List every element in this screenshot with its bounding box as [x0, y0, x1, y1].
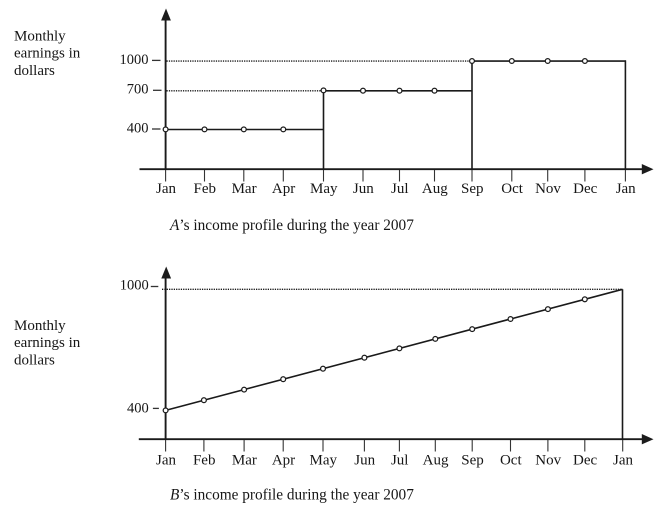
svg-text:Jun: Jun	[354, 452, 375, 468]
svg-text:Jan: Jan	[616, 181, 636, 197]
svg-text:400: 400	[127, 400, 149, 416]
svg-text:Oct: Oct	[501, 181, 523, 197]
svg-text:Jun: Jun	[353, 181, 374, 197]
svg-text:Apr: Apr	[272, 181, 295, 197]
svg-text:Monthly: Monthly	[14, 29, 66, 45]
svg-text:Dec: Dec	[573, 452, 597, 468]
svg-text:Nov: Nov	[535, 452, 561, 468]
svg-text:B’s income profile during the: B’s income profile during the year 2007	[170, 486, 414, 503]
svg-text:earnings in: earnings in	[14, 335, 81, 351]
svg-text:Feb: Feb	[193, 452, 216, 468]
svg-text:Aug: Aug	[423, 452, 449, 468]
svg-text:May: May	[310, 452, 338, 468]
svg-text:Jul: Jul	[391, 452, 409, 468]
svg-text:400: 400	[127, 120, 149, 136]
svg-text:A’s income profile during the: A’s income profile during the year 2007	[169, 217, 414, 234]
svg-text:earnings in: earnings in	[14, 46, 81, 62]
svg-text:Apr: Apr	[272, 452, 295, 468]
svg-text:Aug: Aug	[422, 181, 448, 197]
svg-text:Jul: Jul	[391, 181, 409, 197]
svg-text:Sep: Sep	[461, 452, 484, 468]
svg-text:Jan: Jan	[156, 452, 176, 468]
svg-text:Sep: Sep	[461, 181, 484, 197]
svg-text:Jan: Jan	[613, 452, 633, 468]
svg-text:dollars: dollars	[14, 352, 55, 368]
svg-text:Jan: Jan	[156, 181, 176, 197]
svg-text:Nov: Nov	[535, 181, 561, 197]
svg-text:May: May	[310, 181, 338, 197]
svg-text:1000: 1000	[120, 277, 149, 293]
svg-text:Dec: Dec	[573, 181, 597, 197]
svg-text:Feb: Feb	[194, 181, 217, 197]
svg-text:dollars: dollars	[14, 63, 55, 79]
svg-text:Monthly: Monthly	[14, 318, 66, 334]
svg-text:700: 700	[127, 82, 149, 98]
svg-text:Oct: Oct	[500, 452, 522, 468]
svg-text:Mar: Mar	[232, 452, 257, 468]
svg-text:Mar: Mar	[232, 181, 257, 197]
svg-text:1000: 1000	[120, 52, 149, 68]
